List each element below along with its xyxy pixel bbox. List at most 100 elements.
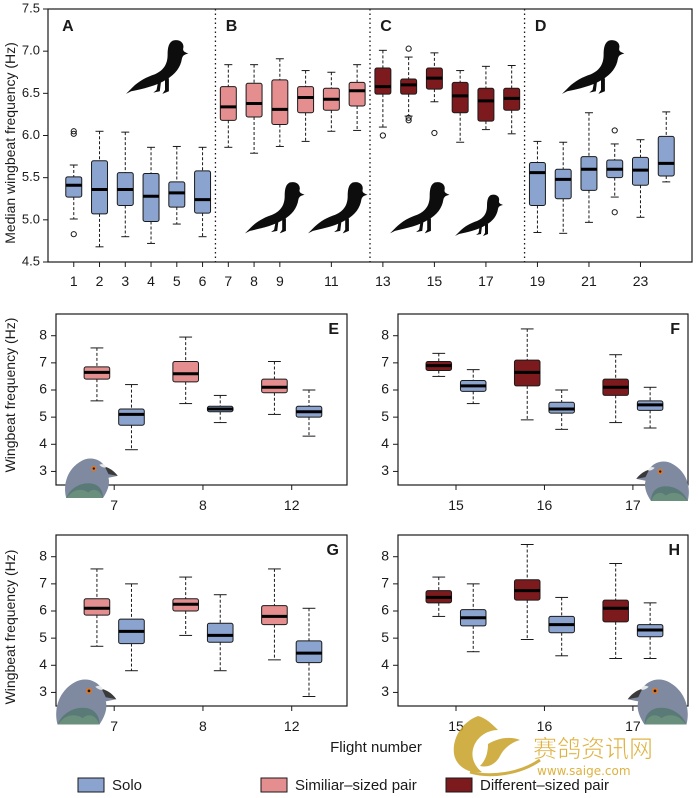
box-iqr bbox=[91, 160, 109, 215]
y-axis-label-top: Median wingbeat frequency (Hz) bbox=[2, 42, 18, 244]
pigeon-silhouette-icon bbox=[562, 40, 625, 94]
x-tick-label: 23 bbox=[633, 273, 649, 289]
box-similar_pair-0 bbox=[83, 568, 111, 647]
box-iqr bbox=[554, 168, 572, 200]
box-solo-3 bbox=[206, 594, 234, 672]
x-tick-label: 19 bbox=[530, 273, 546, 289]
panel-label-b: B bbox=[226, 18, 238, 35]
x-tick-label: 8 bbox=[250, 273, 258, 289]
box-solo-2 bbox=[116, 131, 134, 238]
y-tick-label: 5 bbox=[39, 408, 47, 424]
y-tick-label: 7 bbox=[381, 354, 389, 370]
outlier-point bbox=[405, 117, 412, 124]
pigeon-silhouette-icon bbox=[390, 182, 450, 234]
box-similar_pair-6 bbox=[219, 64, 237, 148]
box-solo-5 bbox=[636, 386, 664, 429]
box-solo-18 bbox=[528, 140, 546, 233]
x-axis-label: Flight number bbox=[330, 739, 422, 756]
y-tick-label: 8 bbox=[39, 547, 47, 563]
box-iqr bbox=[477, 87, 495, 122]
box-iqr bbox=[271, 79, 289, 126]
x-tick-label: 15 bbox=[448, 718, 464, 734]
legend-swatch-similar-pair bbox=[260, 777, 288, 793]
box-iqr bbox=[245, 82, 263, 118]
y-tick-label: 3 bbox=[39, 683, 47, 699]
panel-e-chart: 3 4 5 6 7 8 7 8 12 E bbox=[39, 313, 348, 513]
y-tick-label: 5 bbox=[381, 408, 389, 424]
x-tick-label: 7 bbox=[224, 273, 232, 289]
box-different_pair-13 bbox=[400, 45, 418, 124]
panel-label-d: D bbox=[535, 18, 547, 35]
x-tick-label: 16 bbox=[537, 718, 553, 734]
y-tick-label: 4 bbox=[381, 435, 389, 451]
panel-g-chart: 3 4 5 6 7 8 7 8 12 G bbox=[39, 534, 348, 734]
box-iqr bbox=[168, 181, 186, 208]
box-iqr bbox=[219, 86, 237, 121]
legend-item-similar-pair: Similiar–sized pair bbox=[260, 777, 417, 794]
legend: Solo Similiar–sized pair Different–sized… bbox=[77, 777, 609, 794]
outlier-point bbox=[611, 209, 618, 216]
plot-frame bbox=[55, 534, 348, 707]
y-tick-label: 5 bbox=[381, 629, 389, 645]
panel-label-e: E bbox=[328, 321, 339, 338]
legend-item-solo: Solo bbox=[77, 777, 142, 794]
box-solo-1 bbox=[91, 130, 109, 248]
box-similar_pair-4 bbox=[261, 568, 288, 661]
legend-item-different-pair: Different–sized pair bbox=[445, 777, 609, 794]
outlier-point bbox=[379, 132, 386, 139]
pigeon-head-photo-icon bbox=[65, 458, 118, 498]
panel-f-chart: 3 4 5 6 7 8 15 16 17 F bbox=[381, 313, 689, 513]
x-tick-label: 15 bbox=[427, 273, 443, 289]
x-tick-label: 1 bbox=[70, 273, 78, 289]
x-tick-label: 17 bbox=[478, 273, 494, 289]
box-solo-3 bbox=[206, 394, 234, 424]
box-solo-5 bbox=[194, 146, 212, 238]
box-iqr bbox=[118, 408, 145, 426]
x-tick-label: 7 bbox=[110, 497, 118, 513]
x-tick-label: 13 bbox=[375, 273, 391, 289]
x-tick-label: 7 bbox=[110, 718, 118, 734]
box-solo-5 bbox=[295, 607, 323, 697]
y-tick-label: 4 bbox=[381, 656, 389, 672]
legend-label-similar-pair: Similiar–sized pair bbox=[295, 777, 417, 794]
y-tick-label: 8 bbox=[381, 547, 389, 563]
legend-label-different-pair: Different–sized pair bbox=[480, 777, 609, 794]
y-tick-label: 6.5 bbox=[22, 85, 40, 100]
plot-frame bbox=[55, 313, 348, 486]
y-tick-label: 3 bbox=[381, 683, 389, 699]
panel-h-chart: 3 4 5 6 7 8 15 16 17 H bbox=[381, 534, 689, 734]
y-tick-label: 6 bbox=[39, 381, 47, 397]
y-tick-label: 6 bbox=[381, 381, 389, 397]
pigeon-silhouette-icon bbox=[126, 40, 189, 94]
box-solo-4 bbox=[168, 145, 186, 225]
box-different_pair-4 bbox=[602, 354, 629, 424]
box-different_pair-2 bbox=[513, 544, 541, 640]
legend-label-solo: Solo bbox=[112, 777, 142, 794]
box-solo-3 bbox=[548, 596, 575, 657]
box-different_pair-14 bbox=[425, 52, 443, 137]
box-similar_pair-11 bbox=[348, 64, 366, 131]
box-different_pair-2 bbox=[513, 328, 541, 421]
x-tick-label: 12 bbox=[284, 497, 300, 513]
box-iqr bbox=[528, 161, 546, 206]
watermark: 赛鸽资讯网 www.saige.com bbox=[453, 716, 653, 778]
box-iqr bbox=[657, 135, 675, 177]
y-tick-label: 4.5 bbox=[22, 253, 40, 268]
y-tick-label: 6 bbox=[381, 602, 389, 618]
y-tick-label: 6.0 bbox=[22, 127, 40, 142]
y-tick-label: 4 bbox=[39, 435, 47, 451]
box-different_pair-0 bbox=[425, 352, 453, 377]
box-solo-0 bbox=[65, 128, 83, 238]
y-tick-label: 8 bbox=[39, 326, 47, 342]
x-tick-label: 17 bbox=[625, 718, 641, 734]
watermark-chinese-text: 赛鸽资讯网 bbox=[533, 735, 653, 763]
y-tick-label: 5.5 bbox=[22, 169, 40, 184]
y-tick-label: 7 bbox=[39, 354, 47, 370]
panel-label-g: G bbox=[327, 542, 339, 559]
box-similar_pair-0 bbox=[83, 347, 111, 402]
box-iqr bbox=[374, 67, 392, 95]
box-similar_pair-10 bbox=[322, 71, 340, 132]
box-solo-5 bbox=[636, 602, 664, 659]
box-solo-1 bbox=[459, 369, 487, 405]
